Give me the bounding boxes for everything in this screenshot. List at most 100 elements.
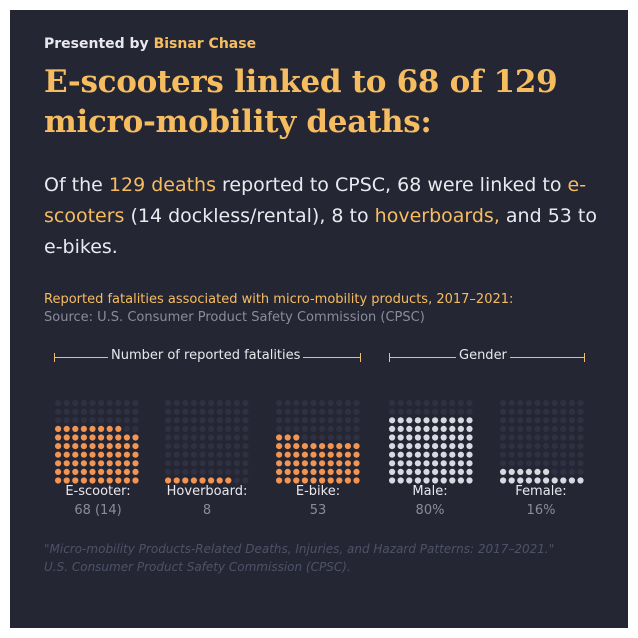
- waffle-dot-empty: [242, 451, 249, 458]
- waffle-dot-filled: [449, 468, 456, 475]
- waffle-dot-filled: [80, 451, 87, 458]
- waffle-dot-filled: [63, 451, 70, 458]
- waffle-dot-empty: [500, 451, 507, 458]
- category-label-female: Female:: [515, 484, 567, 499]
- waffle-dot-filled: [389, 417, 396, 424]
- waffle-dot-empty: [301, 400, 308, 407]
- waffle-dot-filled: [106, 468, 113, 475]
- waffle-dot-filled: [98, 434, 105, 441]
- waffle-dot-filled: [543, 477, 550, 484]
- waffle-dot-empty: [216, 425, 223, 432]
- waffle-dot-filled: [389, 425, 396, 432]
- category-value-female: 16%: [526, 503, 556, 518]
- waffle-dot-empty: [319, 434, 326, 441]
- waffle-dot-filled: [276, 477, 283, 484]
- waffle-dot-filled: [344, 451, 351, 458]
- waffle-dot-filled: [457, 477, 464, 484]
- waffle-dot-filled: [508, 477, 515, 484]
- waffle-dot-empty: [568, 417, 576, 424]
- waffle-dot-filled: [106, 477, 113, 484]
- waffle-dot-filled: [327, 468, 334, 475]
- waffle-dot-empty: [568, 443, 576, 450]
- waffle-dot-empty: [284, 425, 291, 432]
- waffle-dot-filled: [89, 468, 96, 475]
- waffle-dot-filled: [406, 477, 413, 484]
- waffle-dot-empty: [293, 417, 300, 424]
- waffle-dot-empty: [173, 400, 180, 407]
- waffle-dot-filled: [466, 425, 473, 432]
- waffle-dot-filled: [173, 477, 180, 484]
- waffle-dot-filled: [440, 443, 447, 450]
- waffle-dot-empty: [233, 434, 240, 441]
- waffle-male: [389, 400, 473, 484]
- waffle-dot-empty: [534, 425, 541, 432]
- presented-by: Presented by Bisnar Chase: [44, 36, 256, 52]
- waffle-dot-empty: [508, 451, 515, 458]
- waffle-dot-empty: [225, 468, 232, 475]
- waffle-dot-filled: [414, 434, 421, 441]
- waffle-dot-filled: [319, 443, 326, 450]
- waffle-dot-empty: [423, 408, 430, 415]
- waffle-dot-filled: [123, 443, 130, 450]
- waffle-dot-filled: [72, 425, 79, 432]
- waffle-dot-empty: [406, 408, 413, 415]
- waffle-dot-empty: [132, 425, 139, 432]
- summary-part: and 53 to e-bikes.: [44, 205, 597, 258]
- waffle-dot-empty: [182, 451, 189, 458]
- waffle-dot-empty: [72, 417, 79, 424]
- waffle-dot-empty: [353, 408, 360, 415]
- waffle-dot-filled: [123, 451, 130, 458]
- waffle-dot-filled: [344, 443, 351, 450]
- waffle-dot-empty: [208, 460, 215, 467]
- waffle-dot-empty: [225, 408, 232, 415]
- waffle-dot-filled: [72, 460, 79, 467]
- waffle-dot-filled: [336, 468, 343, 475]
- waffle-dot-empty: [344, 425, 351, 432]
- waffle-dot-filled: [457, 417, 464, 424]
- waffle-dot-empty: [353, 400, 360, 407]
- waffle-dot-empty: [225, 417, 232, 424]
- waffle-dot-empty: [336, 425, 343, 432]
- waffle-dot-filled: [414, 477, 421, 484]
- waffle-dot-filled: [406, 468, 413, 475]
- citation-publisher: U.S. Consumer Product Safety Commission …: [44, 560, 351, 574]
- waffle-dot-empty: [242, 468, 249, 475]
- waffle-dot-empty: [276, 408, 283, 415]
- waffle-dot-filled: [132, 451, 139, 458]
- waffle-dot-filled: [397, 425, 404, 432]
- waffle-dot-empty: [551, 460, 558, 467]
- waffle-dot-filled: [72, 443, 79, 450]
- waffle-dot-filled: [449, 460, 456, 467]
- waffle-dot-filled: [406, 434, 413, 441]
- waffle-dot-filled: [466, 477, 473, 484]
- waffle-dot-empty: [190, 443, 197, 450]
- waffle-dot-empty: [233, 408, 240, 415]
- waffle-dot-filled: [63, 443, 70, 450]
- waffle-dot-empty: [208, 425, 215, 432]
- waffle-dot-filled: [89, 460, 96, 467]
- brand-name: Bisnar Chase: [153, 36, 257, 52]
- chart-source: Source: U.S. Consumer Product Safety Com…: [44, 310, 425, 325]
- waffle-dot-filled: [423, 477, 430, 484]
- waffle-dot-filled: [301, 460, 308, 467]
- waffle-dot-filled: [132, 443, 139, 450]
- waffle-dot-filled: [106, 434, 113, 441]
- waffle-dot-empty: [225, 400, 232, 407]
- waffle-dot-filled: [414, 468, 421, 475]
- waffle-dot-filled: [89, 451, 96, 458]
- waffle-dot-empty: [80, 408, 87, 415]
- waffle-dot-filled: [98, 477, 105, 484]
- waffle-dot-empty: [165, 468, 172, 475]
- waffle-dot-filled: [423, 443, 430, 450]
- waffle-dot-filled: [336, 443, 343, 450]
- waffle-dot-empty: [242, 434, 249, 441]
- waffle-dot-empty: [568, 434, 576, 441]
- waffle-dot-filled: [55, 477, 62, 484]
- waffle-dot-empty: [123, 400, 130, 407]
- waffle-dot-filled: [190, 477, 197, 484]
- waffle-dot-empty: [534, 434, 541, 441]
- waffle-dot-empty: [525, 460, 533, 467]
- waffle-dot-filled: [406, 425, 413, 432]
- category-value-hoverboard: 8: [202, 503, 212, 518]
- waffle-dot-filled: [389, 460, 396, 467]
